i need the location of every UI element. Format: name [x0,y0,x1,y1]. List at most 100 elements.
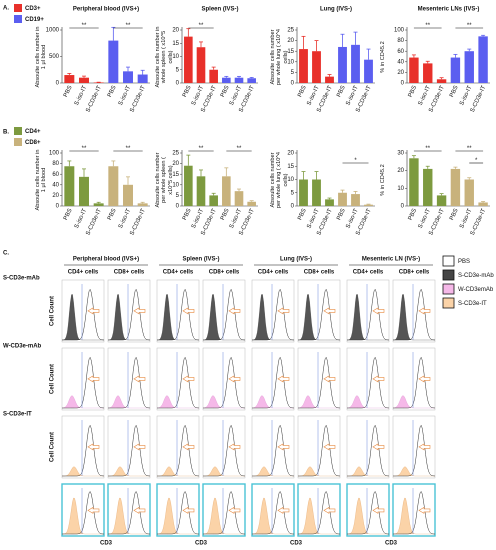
legend-swatch [442,297,455,309]
bar [325,199,334,206]
bar [409,158,419,206]
histogram-fill [392,395,435,409]
shift-arrow [418,375,431,383]
histogram-outline [298,356,341,409]
y-axis-label: Absoulte cells number per whole spleen (… [155,151,174,208]
shift-arrow [277,375,290,383]
bar [247,78,256,83]
bar [299,179,308,206]
y-tick-label: 0 [291,81,295,87]
y-tick-label: 15 [172,41,179,47]
bar [234,191,244,206]
bar [364,204,373,206]
chart-title: Lung (IVS-) [320,7,352,13]
histogram-outline [62,356,105,409]
histogram-fill [346,294,389,341]
x-tick-label: PBS [408,85,419,98]
shift-arrow [418,506,431,514]
legend-swatch [14,15,22,23]
bar [436,79,447,83]
histogram-fill [107,294,150,341]
shift-arrow [182,307,195,315]
x-tick-label: PBS [107,208,118,221]
histogram-outline [157,288,200,341]
bar [64,75,75,83]
x-tick-label: S-iso-IT [459,208,473,230]
x-tick-label: PBS [449,85,460,98]
column-title: Lung (IVS-) [280,257,312,263]
bar [108,166,119,206]
x-tick-label: S-CD3e-IT [85,85,103,114]
x-tick-label: PBS [182,85,193,98]
shift-arrow [323,443,336,451]
shift-arrow [277,307,290,315]
histogram-fill [61,294,104,341]
y-tick-label: 20 [287,151,294,157]
x-tick-label: PBS [449,208,460,221]
y-tick-label: 5 [176,193,180,199]
y-axis-label: Cell Count [50,364,56,394]
bar [312,51,321,83]
y-tick-label: 10 [172,54,179,60]
bar [436,195,447,206]
histogram-fill [251,294,294,341]
shift-arrow [372,375,385,383]
y-tick-label: 10 [172,182,179,188]
bar [108,40,119,83]
y-tick-label: 1000 [46,28,60,34]
histogram-outline [108,356,151,409]
bar [196,176,206,206]
y-tick-label: 20 [172,161,179,167]
legend-label: W-CD3emAb [458,287,494,293]
significance-label: ** [425,23,430,29]
shift-arrow [182,506,195,514]
bar [209,69,218,83]
histogram-outline [298,424,341,477]
x-tick-label: PBS [220,85,231,98]
y-tick-label: 100 [394,28,405,34]
column-subtitle: CD8+ cells [304,270,335,276]
shift-arrow [228,443,241,451]
x-axis-label: CD3 [195,541,208,547]
x-tick-label: PBS [297,208,308,221]
y-tick-label: 10 [287,59,294,65]
histogram-outline [393,491,435,535]
bar [123,71,133,83]
y-tick-label: 15 [287,49,294,55]
histogram-outline [347,424,390,477]
chart-title: Mesenteric LNs (IVS-) [418,7,480,13]
column-subtitle: CD4+ cells [163,270,194,276]
histogram-fill [61,395,104,409]
histogram-fill [347,497,389,535]
bar [409,57,419,83]
shift-arrow [323,506,336,514]
bar [222,176,231,206]
y-tick-label: 60 [52,172,59,178]
histogram-fill [202,395,245,409]
histogram-fill [202,294,245,341]
histogram-fill [393,466,435,477]
x-axis-label: CD3 [290,541,303,547]
shift-arrow [418,443,431,451]
bar [351,44,360,83]
bar [423,63,433,83]
histogram-outline [252,424,295,477]
y-tick-label: 500 [49,54,60,60]
bar [338,192,347,206]
y-axis-label: % in CD45.2 [380,40,386,73]
significance-label: ** [199,146,204,152]
legend-label: S-CD3e-IT [458,301,487,307]
y-tick-label: 10 [287,177,294,183]
shift-arrow [87,506,100,514]
bar [79,176,89,206]
histogram-outline [203,424,246,477]
bar [79,77,89,83]
shift-arrow [87,443,100,451]
shift-arrow [277,506,290,514]
y-tick-label: 0 [176,204,180,210]
x-tick-label: PBS [107,85,118,98]
shift-arrow [372,506,385,514]
shift-arrow [133,506,146,514]
column-subtitle: CD4+ cells [258,270,289,276]
